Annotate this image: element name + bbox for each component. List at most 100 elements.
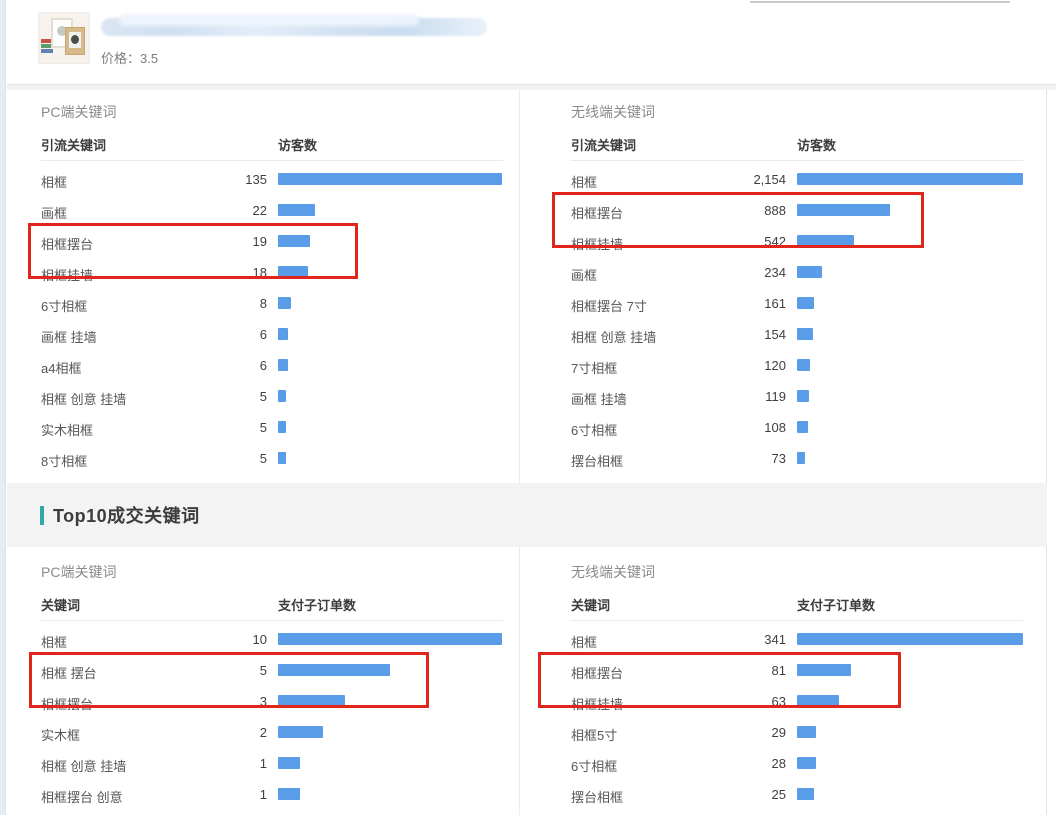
value-cell: 5 [259,451,267,466]
value-column-header: 访客数 [797,138,837,153]
keyword-cell: 相框摆台 [41,237,94,252]
keyword-cell: 相框 [41,635,68,650]
table-rows: 相框 10 相框 摆台 5 相框摆台 3 实木框 2 相框 创意 挂墙 1 相框摆台 创意 1 [41,624,503,810]
value-cell: 25 [771,787,786,802]
value-cell: 341 [764,632,786,647]
table-section-title: 无线端关键词 [571,104,655,120]
table-row: 相框 摆台 5 [41,655,503,686]
table-row: 相框摆台 888 [571,195,1023,226]
keyword-cell: 相框挂墙 [571,697,624,712]
keyword-cell: 7寸相框 [571,361,618,376]
keyword-cell: 6寸相框 [571,423,618,438]
keyword-cell: 画框 [571,268,598,283]
value-cell: 888 [764,203,786,218]
value-cell: 1 [259,787,267,802]
keyword-cell: 相框 [571,175,598,190]
keyword-column-header: 关键词 [571,598,611,613]
value-bar [797,788,814,800]
value-cell: 154 [764,327,786,342]
table-row: 相框挂墙 63 [571,686,1023,717]
value-cell: 108 [764,420,786,435]
header-divider [41,620,503,621]
product-title-redacted [101,14,487,40]
keyword-cell: 相框摆台 [571,206,624,221]
table-pc-traffic-keywords: PC端关键词 引流关键词 访客数 相框 135 画框 22 相框摆台 19 相框挂墙 18 6寸… [28,94,503,479]
table-row: 相框挂墙 542 [571,226,1023,257]
keyword-cell: 相框摆台 [571,666,624,681]
table-row: 相框5寸 29 [571,717,1023,748]
value-bar [278,297,291,309]
value-bar [797,235,854,247]
value-cell: 63 [771,694,786,709]
top10-section-header: Top10成交关键词 [7,483,1047,547]
value-cell: 6 [259,358,267,373]
value-cell: 6 [259,327,267,342]
table-rows: 相框 135 画框 22 相框摆台 19 相框挂墙 18 6寸相框 8 画框 挂墙 6 a4相框 6 相框 … [41,164,503,474]
value-bar [278,173,502,185]
value-bar [797,204,890,216]
table-row: 实木相框 5 [41,412,503,443]
table-row: 相框 创意 挂墙 5 [41,381,503,412]
value-cell: 119 [765,389,786,404]
table-wireless-traffic-keywords: 无线端关键词 引流关键词 访客数 相框 2,154 相框摆台 888 相框挂墙 542 画框… [552,94,1023,479]
table-wireless-paid-keywords: 无线端关键词 关键词 支付子订单数 相框 341 相框摆台 81 相框挂墙 63 相框5寸 2… [538,554,1023,815]
keyword-cell: 6寸相框 [41,299,88,314]
table-row: 相框 创意 挂墙 1 [41,748,503,779]
product-thumbnail[interactable] [38,12,90,64]
value-cell: 29 [771,725,786,740]
value-bar [278,328,288,340]
keyword-cell: 6寸相框 [571,759,618,774]
value-bar [278,359,288,371]
value-cell: 161 [764,296,786,311]
table-section-title: PC端关键词 [41,104,117,120]
table-header: 引流关键词 访客数 [41,135,503,153]
value-bar [797,297,814,309]
value-bar [278,266,308,278]
table-header: 关键词 支付子订单数 [571,595,1023,613]
value-cell: 5 [259,420,267,435]
table-row: a4相框 6 [41,350,503,381]
value-bar [278,788,300,800]
keyword-cell: 画框 挂墙 [41,330,97,345]
frames-stack-art [41,39,53,57]
keyword-cell: 相框摆台 [41,697,94,712]
header-divider [571,160,1023,161]
table-row: 画框 挂墙 6 [41,319,503,350]
header-divider [571,620,1023,621]
keyword-cell: 画框 [41,206,68,221]
value-cell: 81 [771,663,786,678]
column-divider [519,90,520,483]
value-bar [797,757,816,769]
product-card: 价格：3.5 [7,0,1056,85]
section-title: Top10成交关键词 [53,506,200,526]
table-row: 实木框 2 [41,717,503,748]
value-bar [278,452,286,464]
table-row: 摆台相框 73 [571,443,1023,474]
header-divider [41,160,503,161]
keyword-cell: 相框 创意 挂墙 [571,330,657,345]
table-row: 6寸相框 8 [41,288,503,319]
value-cell: 19 [252,234,267,249]
value-cell: 3 [259,694,267,709]
value-bar [278,695,345,707]
value-cell: 5 [259,663,267,678]
section-accent-bar [40,505,44,525]
value-bar [278,204,315,216]
value-bar [278,726,323,738]
keyword-cell: 相框 [41,175,68,190]
value-bar [797,359,810,371]
table-row: 相框摆台 3 [41,686,503,717]
value-bar [797,266,822,278]
table-rows: 相框 2,154 相框摆台 888 相框挂墙 542 画框 234 相框摆台 7寸 161 相框 创… [571,164,1023,474]
value-cell: 5 [259,389,267,404]
value-bar [278,664,390,676]
table-row: 相框摆台 创意 1 [41,779,503,810]
table-section-title: 无线端关键词 [571,564,655,580]
table-pc-paid-keywords: PC端关键词 关键词 支付子订单数 相框 10 相框 摆台 5 相框摆台 3 实木框 2 相框 … [29,554,503,815]
table-section-title: PC端关键词 [41,564,117,580]
value-bar [797,633,1023,645]
table-row: 6寸相框 108 [571,412,1023,443]
table-row: 7寸相框 120 [571,350,1023,381]
keyword-cell: 相框 创意 挂墙 [41,759,127,774]
